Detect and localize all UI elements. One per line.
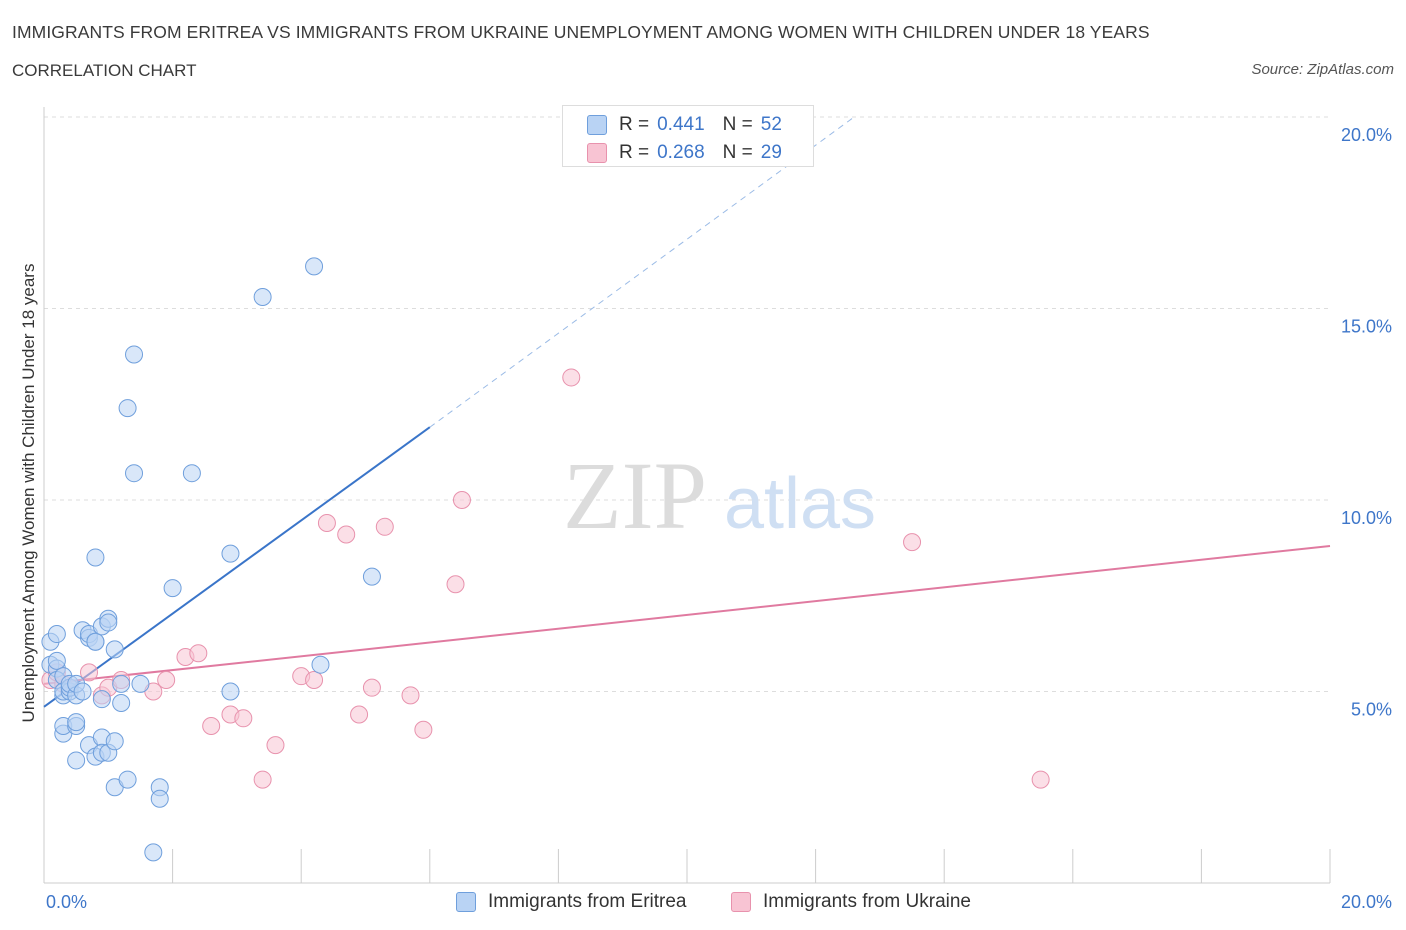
point-ukraine	[414, 720, 433, 739]
point-ukraine	[375, 517, 394, 536]
tick-labels: 5.0% 10.0% 15.0% 20.0% 0.0% 20.0%	[46, 125, 1392, 912]
point-eritrea	[131, 674, 150, 693]
legend-r-label: R =	[619, 142, 650, 163]
legend-row-ukraine: R = 0.268 N = 29	[587, 142, 782, 164]
trend-lines	[43, 116, 1331, 708]
watermark-atlas: atlas	[724, 464, 876, 544]
point-eritrea	[118, 399, 137, 418]
point-eritrea	[221, 682, 240, 701]
source-label: Source: ZipAtlas.com	[1251, 61, 1394, 78]
point-eritrea	[112, 693, 131, 712]
point-eritrea	[253, 288, 272, 307]
bottom-legend-label-ukraine: Immigrants from Ukraine	[763, 891, 971, 912]
chart-subtitle: CORRELATION CHART	[12, 61, 197, 80]
point-ukraine	[266, 736, 285, 755]
point-ukraine	[253, 770, 272, 789]
x-tick-label-max: 20.0%	[1341, 892, 1392, 912]
point-eritrea	[305, 257, 324, 276]
point-eritrea	[73, 682, 92, 701]
legend-n-label: N =	[722, 114, 753, 135]
point-ukraine	[80, 663, 99, 682]
point-eritrea	[67, 713, 86, 732]
legend-row-eritrea: R = 0.441 N = 52	[587, 114, 782, 136]
legend-r-value-ukraine: 0.268	[657, 142, 705, 163]
point-ukraine	[305, 671, 324, 690]
legend-swatch-ukraine	[587, 143, 607, 163]
point-eritrea	[112, 674, 131, 693]
point-eritrea	[67, 751, 86, 770]
point-ukraine	[234, 709, 253, 728]
point-ukraine	[562, 368, 581, 387]
point-ukraine	[1031, 770, 1050, 789]
legend-r-label: R =	[619, 114, 650, 135]
point-ukraine	[202, 716, 221, 735]
point-eritrea	[105, 640, 124, 659]
bottom-legend-ukraine: Immigrants from Ukraine	[731, 890, 971, 914]
point-ukraine	[337, 525, 356, 544]
correlation-legend: R = 0.441 N = 52 R = 0.268 N = 29	[562, 105, 814, 167]
point-eritrea	[92, 690, 111, 709]
grid-lines	[44, 116, 1330, 692]
point-eritrea	[125, 345, 144, 364]
point-eritrea	[105, 732, 124, 751]
point-eritrea	[86, 548, 105, 567]
point-eritrea	[99, 613, 118, 632]
data-points	[41, 257, 1050, 862]
point-ukraine	[350, 705, 369, 724]
bottom-legend-eritrea: Immigrants from Eritrea	[456, 890, 686, 914]
x-tick-label-min: 0.0%	[46, 892, 87, 912]
point-eritrea	[86, 632, 105, 651]
trend-line-ukraine	[43, 544, 1331, 685]
point-ukraine	[317, 513, 336, 532]
y-tick-label: 15.0%	[1341, 317, 1392, 337]
axes	[43, 107, 1331, 884]
point-ukraine	[446, 575, 465, 594]
point-eritrea	[362, 567, 381, 586]
y-tick-label: 20.0%	[1341, 125, 1392, 145]
y-axis-label: Unemployment Among Women with Children U…	[19, 264, 38, 723]
point-eritrea	[163, 579, 182, 598]
point-ukraine	[401, 686, 420, 705]
legend-n-label: N =	[722, 142, 753, 163]
point-eritrea	[118, 770, 137, 789]
point-eritrea	[182, 464, 201, 483]
point-eritrea	[47, 625, 66, 644]
legend-r-value-eritrea: 0.441	[657, 114, 705, 135]
legend-swatch-eritrea	[587, 115, 607, 135]
chart-title: IMMIGRANTS FROM ERITREA VS IMMIGRANTS FR…	[12, 22, 1150, 42]
bottom-legend-label-eritrea: Immigrants from Eritrea	[488, 891, 687, 912]
y-tick-label: 5.0%	[1351, 700, 1392, 720]
bottom-legend-swatch-ukraine	[731, 892, 751, 912]
point-eritrea	[47, 651, 66, 670]
point-ukraine	[903, 533, 922, 552]
trend-line-eritrea	[43, 426, 431, 708]
point-ukraine	[452, 491, 471, 509]
point-eritrea	[221, 544, 240, 563]
bottom-legend-swatch-eritrea	[456, 892, 476, 912]
point-eritrea	[150, 789, 169, 808]
point-eritrea	[144, 843, 163, 862]
point-ukraine	[362, 678, 381, 697]
legend-n-value-ukraine: 29	[760, 142, 782, 163]
point-ukraine	[157, 671, 176, 690]
point-ukraine	[189, 644, 208, 663]
y-tick-label: 10.0%	[1341, 508, 1392, 528]
watermark-zip: ZIP	[563, 442, 707, 549]
point-eritrea	[311, 655, 330, 674]
legend-n-value-eritrea: 52	[760, 114, 782, 135]
point-eritrea	[125, 464, 144, 483]
